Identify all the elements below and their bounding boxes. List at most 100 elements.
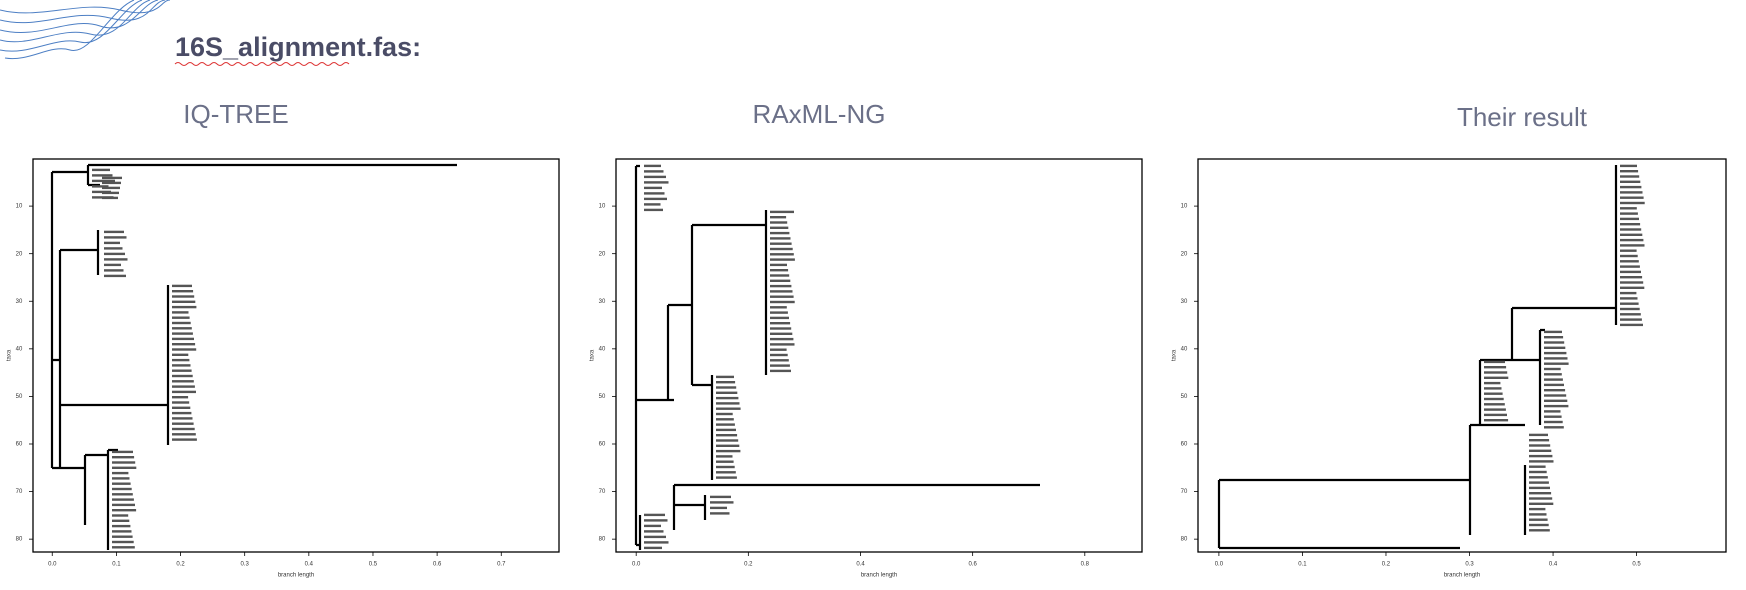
leaf-label xyxy=(172,380,194,383)
leaf-label xyxy=(1620,244,1645,247)
leaf-label xyxy=(1544,367,1561,371)
leaf-label xyxy=(172,433,196,436)
y-tick-label: 30 xyxy=(599,299,606,305)
leaf-label xyxy=(112,482,131,485)
leaf-label xyxy=(1620,170,1639,173)
leaf-label xyxy=(1529,476,1548,479)
x-tick-label: 0.3 xyxy=(241,562,250,568)
leaf-label xyxy=(92,185,109,188)
x-axis-label: branch length xyxy=(278,573,314,579)
leaf-label xyxy=(1529,465,1546,468)
leaf-label xyxy=(1544,330,1562,334)
leaf-label xyxy=(172,364,191,367)
leaf-label xyxy=(770,311,788,314)
tree-raxml xyxy=(634,164,1040,550)
leaf-label xyxy=(1529,439,1550,442)
leaf-label xyxy=(770,274,790,277)
spell-underline xyxy=(174,62,350,66)
plot-frame xyxy=(1197,158,1727,553)
leaf-label xyxy=(172,358,190,362)
leaf-label xyxy=(1620,249,1637,252)
y-tick-label: 40 xyxy=(1181,346,1188,352)
leaf-label xyxy=(1544,394,1567,397)
leaf-label xyxy=(1620,180,1641,183)
leaf-label xyxy=(1620,175,1640,178)
x-tick-label: 0.4 xyxy=(305,562,314,568)
x-tick-label: 0.2 xyxy=(1382,562,1391,568)
leaf-label xyxy=(172,411,192,415)
leaf-label xyxy=(172,300,196,303)
leaf-label xyxy=(710,506,727,510)
y-tick-label: 10 xyxy=(16,204,23,210)
leaf-label xyxy=(1529,433,1548,437)
leaf-label xyxy=(1620,233,1643,236)
leaf-label xyxy=(644,546,662,550)
leaf-label xyxy=(644,535,666,539)
leaf-label xyxy=(770,343,795,346)
leaf-label xyxy=(770,237,791,240)
leaf-label xyxy=(104,258,128,261)
leaf-label xyxy=(770,242,792,245)
leaf-label xyxy=(112,503,135,507)
leaf-label xyxy=(1544,362,1569,365)
leaf-label xyxy=(1620,260,1639,263)
leaf-label xyxy=(770,337,794,341)
leaf-label xyxy=(102,191,119,195)
x-tick-label: 0.3 xyxy=(1465,562,1474,568)
leaf-label xyxy=(644,524,661,528)
leaf-label xyxy=(172,321,191,325)
y-axis-label: taxa xyxy=(7,349,13,361)
leaf-label xyxy=(1529,497,1553,500)
leaf-label xyxy=(716,375,734,379)
leaf-label xyxy=(770,258,795,261)
leaf-label xyxy=(1620,217,1639,221)
leaf-label xyxy=(172,374,193,378)
leaf-label xyxy=(770,284,792,288)
leaf-label xyxy=(112,519,130,522)
leaf-label xyxy=(644,513,665,517)
leaf-label xyxy=(1484,392,1503,395)
y-tick-label: 20 xyxy=(16,251,23,257)
y-tick-label: 60 xyxy=(599,442,606,448)
leaf-label xyxy=(770,295,794,298)
leaf-label xyxy=(172,385,195,388)
y-tick-label: 10 xyxy=(1181,204,1188,210)
leaf-label xyxy=(710,512,730,515)
leaf-label xyxy=(1620,307,1640,311)
leaf-label xyxy=(172,406,191,409)
leaf-label xyxy=(644,519,668,522)
y-tick-label: 40 xyxy=(599,346,606,352)
leaf-label xyxy=(1544,389,1566,392)
leaf-label xyxy=(716,444,740,447)
leaf-label xyxy=(172,343,196,346)
leaf-label xyxy=(1544,341,1565,344)
leaf-label xyxy=(112,471,129,475)
leaf-label xyxy=(1529,502,1554,505)
leaf-label xyxy=(1544,336,1564,339)
leaf-label xyxy=(770,216,787,219)
leaf-label xyxy=(102,186,120,190)
x-tick-label: 0.2 xyxy=(744,562,753,568)
leaf-label xyxy=(1544,373,1562,376)
leaf-label xyxy=(1544,378,1563,381)
leaf-label xyxy=(1620,238,1644,242)
leaf-label xyxy=(1544,404,1569,408)
slide-title: 16S_alignment.fas: xyxy=(175,32,421,62)
leaf-label xyxy=(1620,196,1644,199)
leaf-label xyxy=(1620,323,1643,327)
y-tick-label: 80 xyxy=(16,537,23,543)
leaf-label xyxy=(1620,302,1639,305)
leaf-label xyxy=(1620,286,1645,289)
leaf-label xyxy=(112,546,135,549)
leaf-label xyxy=(1529,481,1549,484)
leaf-label xyxy=(1620,207,1637,210)
leaf-label xyxy=(710,501,734,504)
leaf-label xyxy=(770,369,791,373)
panel-title: RAxML-NG xyxy=(753,99,886,129)
y-tick-label: 40 xyxy=(16,346,23,352)
leaf-label xyxy=(172,422,194,425)
y-axis-label: taxa xyxy=(1172,349,1178,361)
leaf-label xyxy=(1529,454,1553,458)
y-tick-label: 20 xyxy=(1181,251,1188,257)
leaf-label xyxy=(112,514,129,517)
